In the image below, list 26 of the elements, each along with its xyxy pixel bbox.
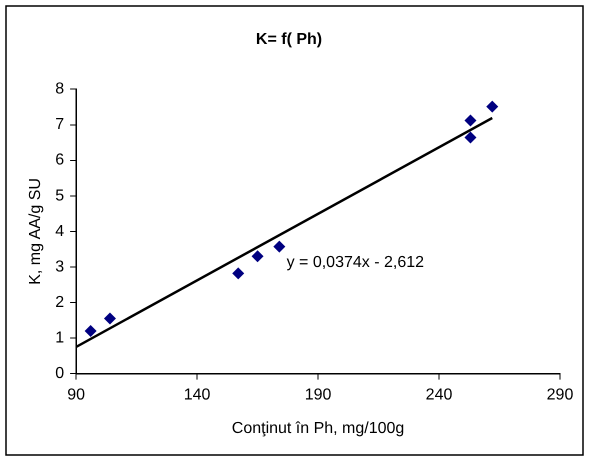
point xyxy=(273,240,286,253)
point xyxy=(232,267,244,280)
y-tick-label: 6 xyxy=(55,152,64,169)
y-tick-label: 0 xyxy=(55,365,64,382)
point xyxy=(464,132,476,144)
x-axis-title: Conţinut în Ph, mg/100g xyxy=(232,420,404,437)
y-tick-label: 5 xyxy=(55,187,64,204)
y-tick-label: 4 xyxy=(55,222,64,240)
chart-title: K= f( Ph) xyxy=(256,31,322,48)
y-tick-label: 7 xyxy=(55,116,64,134)
y-tick-label: 2 xyxy=(55,294,64,311)
y-tick-label: 8 xyxy=(55,80,64,98)
point xyxy=(464,114,476,126)
x-tick-label: 240 xyxy=(426,386,452,404)
annotation: y = 0,0374x - 2,612 xyxy=(286,254,424,272)
y-axis-title: K, mg AA/g SU xyxy=(27,178,44,285)
y-tick-label: 1 xyxy=(55,329,64,346)
x-tick-label: 90 xyxy=(67,386,86,404)
point xyxy=(252,250,264,262)
point xyxy=(486,100,498,113)
x-tick-label: 190 xyxy=(304,386,332,404)
y-tick-label: 3 xyxy=(55,258,64,276)
point xyxy=(104,312,116,324)
x-tick-label: 290 xyxy=(546,386,574,404)
x-tick-label: 140 xyxy=(184,386,211,404)
point xyxy=(84,324,97,337)
